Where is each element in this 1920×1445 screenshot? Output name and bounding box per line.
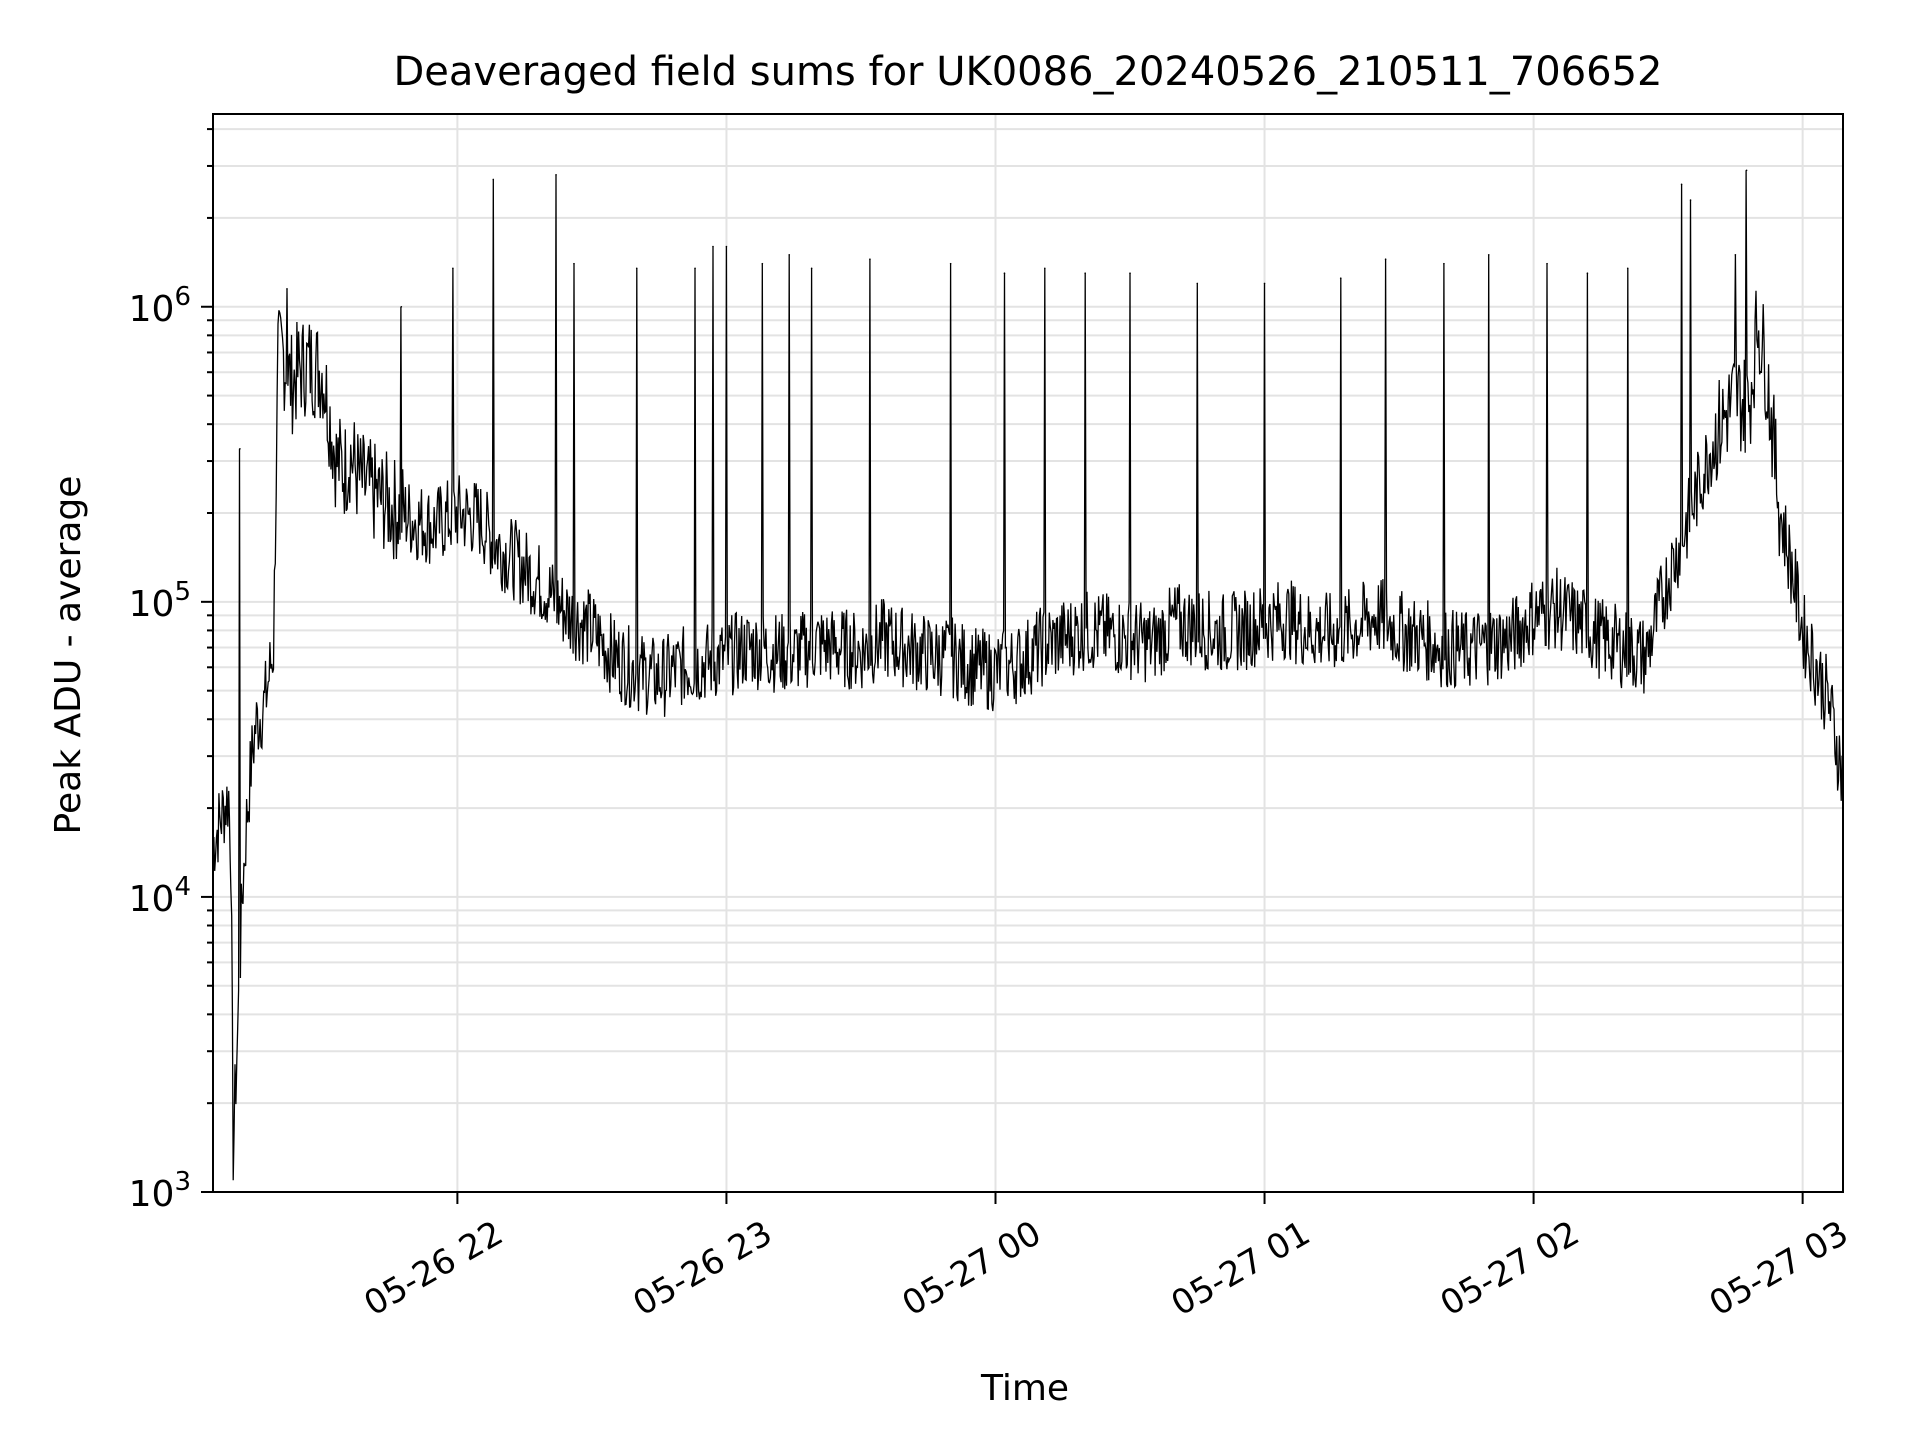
spike-point: [492, 178, 495, 181]
plot-frame: [212, 113, 1844, 1193]
y-tick-label: 106: [129, 282, 191, 330]
spike-point: [286, 288, 288, 290]
spike-point: [239, 448, 241, 450]
y-tick-base: 10: [129, 879, 175, 920]
y-axis-label: Peak ADU - average: [48, 476, 89, 835]
spike-point: [949, 262, 952, 265]
y-tick-base: 10: [129, 584, 175, 625]
grid: [213, 114, 1843, 1193]
x-axis: 05-26 22 05-26 23 05-27 00 05-27 01 05-27 02…: [357, 1192, 1855, 1324]
spike-point: [1263, 282, 1266, 285]
y-tick-exponent: 5: [174, 577, 191, 607]
x-tick-label: 05-26 23: [627, 1213, 779, 1324]
spike-point: [1734, 253, 1737, 256]
spike-point: [1586, 272, 1589, 274]
spike-point: [1626, 267, 1629, 270]
spike-point: [1689, 199, 1692, 201]
spike-point: [761, 262, 764, 265]
x-axis-label: Time: [980, 1368, 1069, 1409]
spike-point: [1443, 262, 1445, 265]
spike-point: [712, 245, 714, 248]
spike-point: [869, 258, 871, 260]
spike-point: [1044, 267, 1046, 270]
spike-point: [1196, 282, 1199, 285]
spike-point: [1384, 258, 1387, 260]
spike-point: [1339, 277, 1342, 279]
spike-point: [810, 267, 813, 270]
spike-point: [400, 305, 403, 308]
spike-point: [1129, 272, 1131, 274]
spike-point: [1745, 169, 1748, 172]
spike-point: [725, 245, 728, 248]
y-tick-label: 104: [129, 872, 191, 920]
chart-title: Deaveraged field sums for UK0086_2024052…: [393, 49, 1662, 95]
spike-point: [1487, 253, 1490, 256]
y-tick-exponent: 6: [174, 282, 191, 312]
x-tick-label: 05-27 03: [1703, 1213, 1855, 1324]
spike-point: [788, 253, 791, 256]
y-tick-base: 10: [129, 1174, 175, 1215]
series-line: [212, 170, 1844, 1181]
series-layer: [212, 169, 1844, 1181]
x-tick-label: 05-27 00: [896, 1213, 1048, 1324]
y-tick-label: 103: [129, 1167, 191, 1215]
spike-point: [452, 267, 454, 270]
y-tick-label: 105: [129, 577, 191, 625]
y-tick-exponent: 4: [174, 872, 191, 902]
spike-point: [555, 174, 557, 176]
x-tick-label: 05-27 01: [1165, 1213, 1317, 1324]
x-tick-label: 05-26 22: [357, 1213, 509, 1324]
spike-point: [1003, 272, 1006, 274]
y-tick-base: 10: [129, 289, 175, 330]
spike-point: [1084, 272, 1086, 274]
y-tick-exponent: 3: [174, 1167, 191, 1197]
spike-point: [1546, 262, 1548, 265]
x-tick-label: 05-27 02: [1434, 1213, 1586, 1324]
spike-point: [694, 267, 696, 270]
spike-point: [1680, 183, 1683, 186]
spike-point: [635, 267, 638, 270]
spike-point: [573, 262, 575, 265]
